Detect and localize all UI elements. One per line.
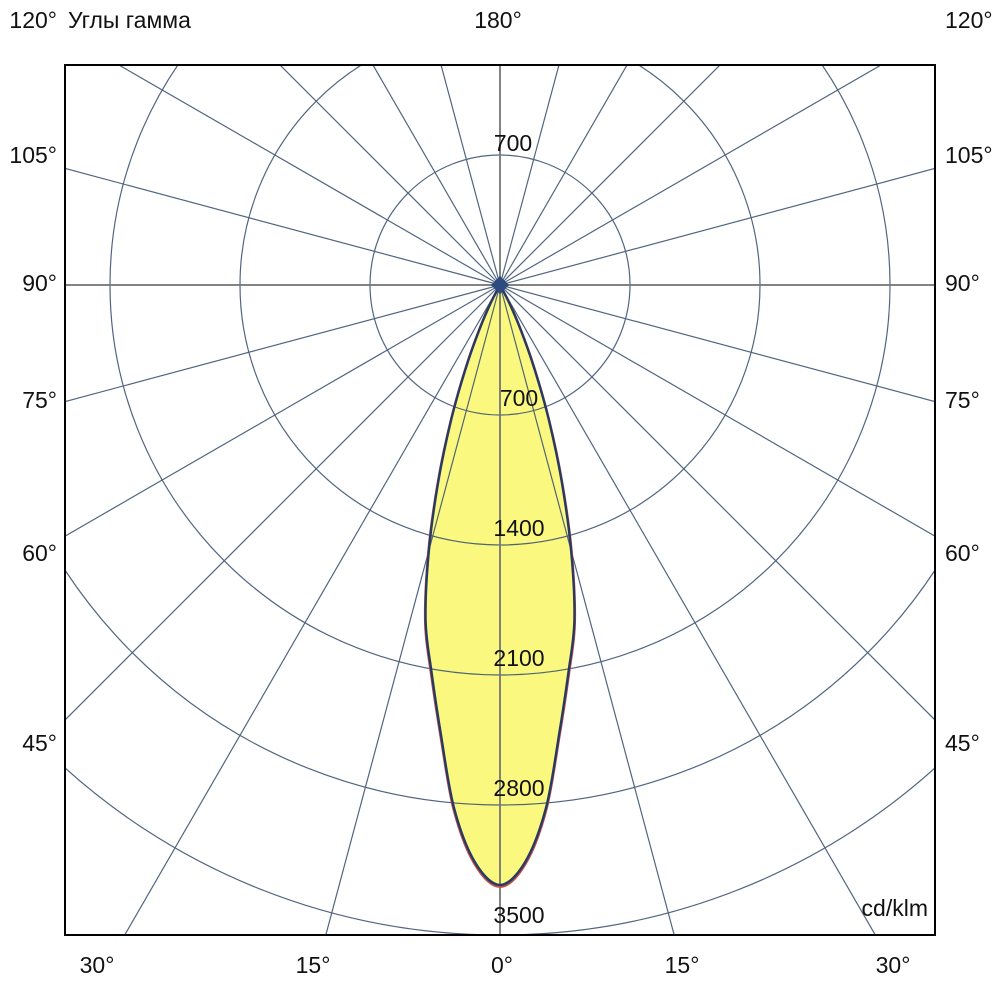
ring-label-700: 700 — [499, 385, 539, 411]
origin-marker — [491, 276, 509, 294]
ring-label-2800: 2800 — [493, 775, 545, 801]
bottom-angle-label-30-left: 30° — [79, 952, 115, 978]
ring-label-3500: 3500 — [493, 902, 545, 928]
right-angle-label-75: 75° — [945, 387, 980, 413]
intensity-curve-c0 — [424, 282, 576, 887]
ring-label-2100: 2100 — [493, 645, 545, 671]
left-angle-label-90: 90° — [22, 270, 57, 296]
axis-lines — [65, 65, 935, 935]
right-angle-label-45: 45° — [945, 730, 980, 756]
right-angle-label-90: 90° — [945, 270, 980, 296]
ring-label-700-top: 700 — [493, 130, 533, 156]
chart-title: Углы гамма — [68, 7, 191, 33]
bottom-angle-label-15-right: 15° — [664, 952, 700, 978]
corner-angle-label-top-right: 120° — [945, 7, 993, 33]
unit-label: cd/klm — [861, 895, 928, 921]
plot-border — [64, 64, 936, 936]
right-angle-label-105: 105° — [945, 142, 993, 168]
ring-label-1400: 1400 — [493, 515, 545, 541]
left-angle-label-105: 105° — [9, 142, 57, 168]
top-angle-label-180: 180° — [474, 7, 522, 33]
left-angle-label-45: 45° — [22, 730, 57, 756]
corner-angle-label-top-left: 120° — [9, 7, 57, 33]
left-angle-label-75: 75° — [22, 387, 57, 413]
bottom-angle-label-0: 0° — [491, 952, 513, 978]
right-angle-label-60: 60° — [945, 540, 980, 566]
bottom-angle-label-15-left: 15° — [295, 952, 331, 978]
bottom-angle-label-30-right: 30° — [875, 952, 911, 978]
left-angle-label-60: 60° — [22, 540, 57, 566]
